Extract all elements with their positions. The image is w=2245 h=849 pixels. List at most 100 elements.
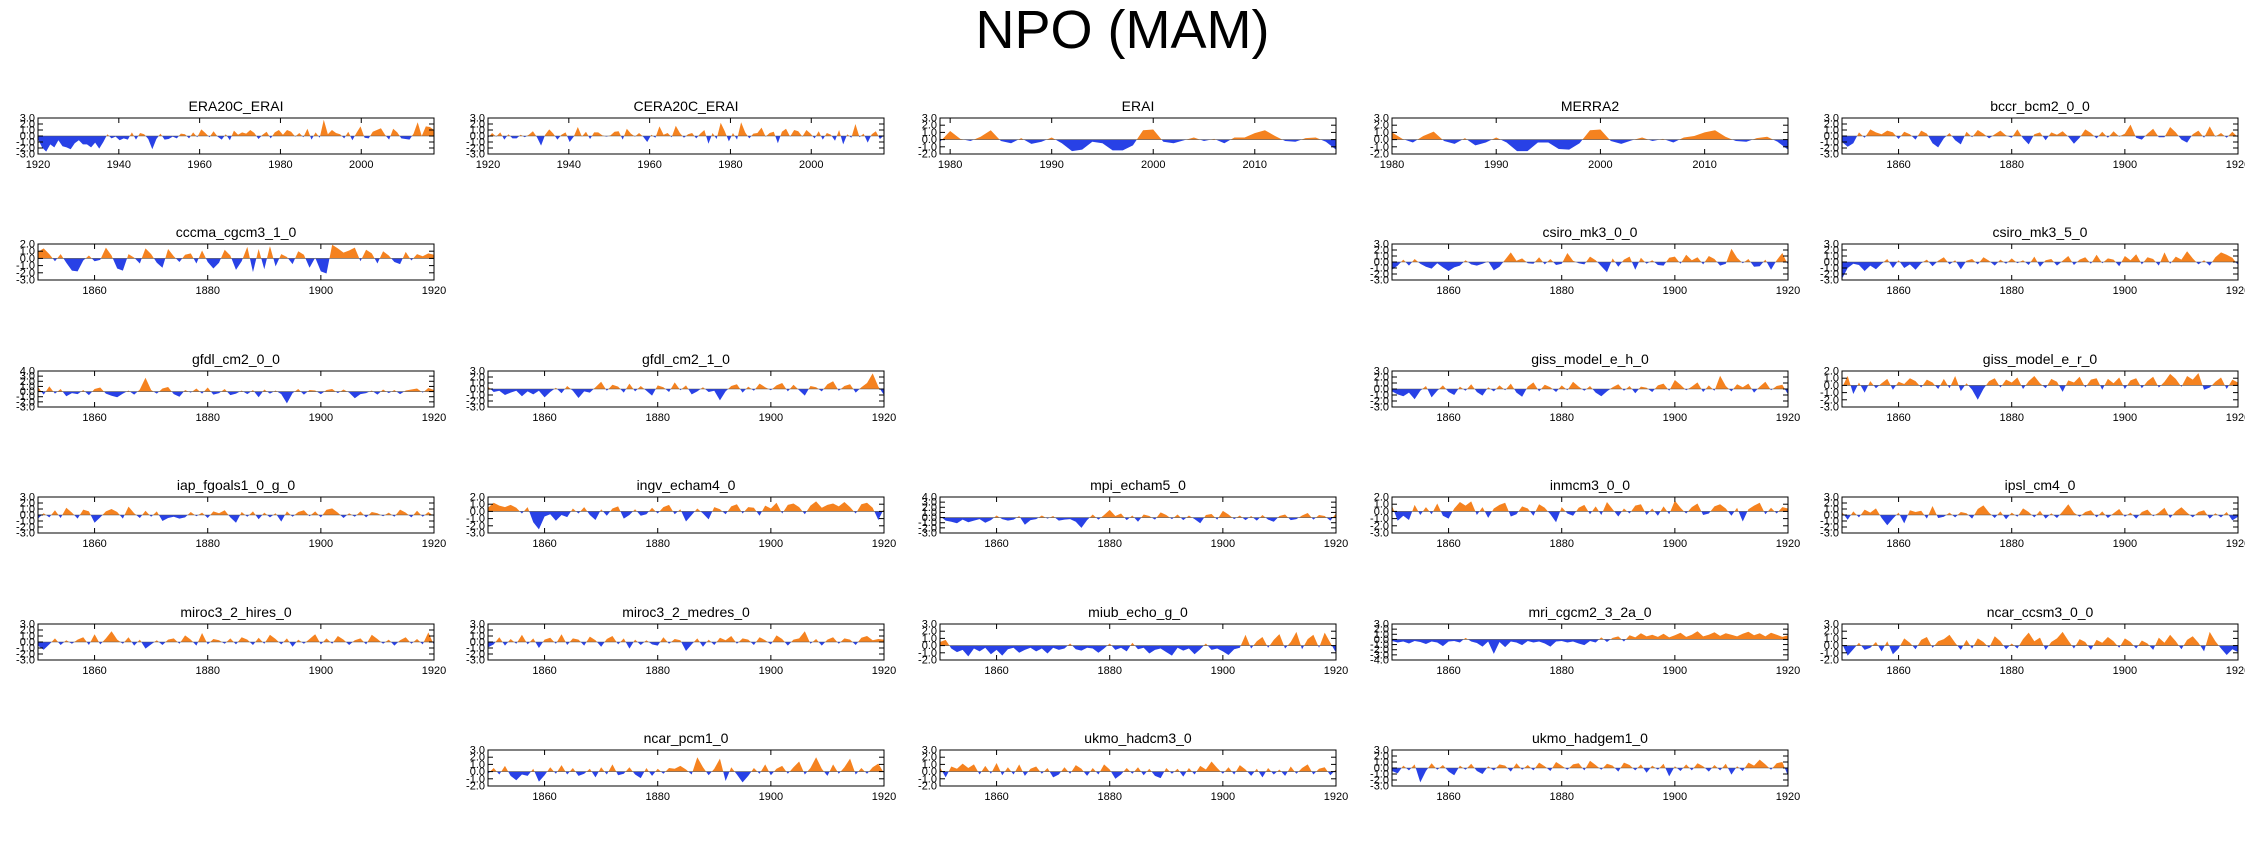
panel-title: ingv_echam4_0 bbox=[637, 477, 736, 493]
x-tick-label: 1900 bbox=[2113, 159, 2137, 171]
panel-title: ukmo_hadgem1_0 bbox=[1532, 730, 1648, 746]
y-tick-label: 0.0 bbox=[1824, 257, 1839, 269]
x-tick-label: 1900 bbox=[1211, 665, 1235, 677]
x-tick-label: 1860 bbox=[82, 285, 106, 297]
x-tick-label: 1990 bbox=[1039, 159, 1063, 171]
y-tick-label: 3.0 bbox=[1374, 113, 1389, 125]
panel-title: giss_model_e_r_0 bbox=[1983, 351, 2098, 367]
x-tick-label: 1900 bbox=[309, 538, 333, 550]
x-tick-label: 1900 bbox=[2113, 412, 2137, 424]
x-tick-label: 1920 bbox=[2226, 285, 2245, 297]
plot-frame bbox=[1391, 623, 1789, 661]
y-tick-label: 2.0 bbox=[470, 372, 485, 384]
y-tick-label: 0.0 bbox=[922, 766, 937, 778]
y-tick-label: 3.0 bbox=[1824, 619, 1839, 631]
panel-mri-cgcm2-3-2a-0: mri_cgcm2_3_2a_0 3.02.01.00.0-1.0-2.0-3.0… bbox=[1370, 604, 1800, 677]
panel-title: mpi_echam5_0 bbox=[1090, 477, 1186, 493]
y-tick-label: 1.0 bbox=[1824, 251, 1839, 263]
x-tick-label: 1920 bbox=[422, 665, 446, 677]
y-tick-label: 3.0 bbox=[922, 113, 937, 125]
panel-miroc3-2-medres-0: miroc3_2_medres_0 3.02.01.00.0-1.0-2.0-3.… bbox=[466, 604, 896, 677]
negative-area bbox=[1392, 639, 1626, 654]
x-tick-label: 1860 bbox=[1436, 538, 1460, 550]
y-tick-label: 2.0 bbox=[1824, 366, 1839, 378]
x-tick-label: 1920 bbox=[1776, 665, 1800, 677]
x-tick-label: 1920 bbox=[1776, 412, 1800, 424]
y-tick-label: 1.0 bbox=[1374, 378, 1389, 390]
x-tick-label: 1880 bbox=[1999, 538, 2023, 550]
positive-area bbox=[1842, 631, 2219, 646]
negative-area bbox=[519, 511, 883, 530]
x-tick-label: 1860 bbox=[82, 538, 106, 550]
y-tick-label: 3.0 bbox=[1824, 492, 1839, 504]
x-tick-label: 1880 bbox=[1549, 285, 1573, 297]
y-tick-label: 1.0 bbox=[470, 499, 485, 511]
x-tick-label: 1880 bbox=[195, 412, 219, 424]
x-tick-label: 1920 bbox=[1776, 285, 1800, 297]
panel-gfdl-cm2-0-0: gfdl_cm2_0_0 4.03.02.01.00.0-1.0-2.0-3.0 1… bbox=[16, 351, 446, 424]
y-tick-label: -1.0 bbox=[1820, 387, 1839, 399]
panel-title: bccr_bcm2_0_0 bbox=[1990, 98, 2090, 114]
y-tick-label: 1.0 bbox=[20, 381, 35, 393]
negative-area bbox=[1843, 645, 2238, 656]
panel-title: miub_echo_g_0 bbox=[1088, 604, 1188, 620]
x-tick-label: 1880 bbox=[1097, 538, 1121, 550]
y-tick-label: 1.0 bbox=[1824, 633, 1839, 645]
y-tick-label: 2.0 bbox=[1374, 120, 1389, 132]
panel-title: ERAI bbox=[1122, 98, 1155, 114]
x-tick-label: 1920 bbox=[872, 791, 896, 803]
negative-area bbox=[1844, 515, 2238, 526]
panel-title: cccma_cgcm3_1_0 bbox=[176, 224, 297, 240]
y-tick-label: -2.0 bbox=[16, 143, 35, 155]
y-tick-label: -4.0 bbox=[1370, 655, 1389, 667]
y-tick-label: 2.0 bbox=[20, 239, 35, 251]
positive-area bbox=[1843, 373, 2238, 386]
y-tick-label: -2.0 bbox=[1820, 269, 1839, 281]
x-tick-label: 1880 bbox=[195, 285, 219, 297]
y-tick-label: 2.0 bbox=[922, 502, 937, 514]
plot-frame bbox=[1841, 623, 2239, 661]
y-tick-label: 0.0 bbox=[1824, 380, 1839, 392]
y-tick-label: 2.0 bbox=[1374, 751, 1389, 763]
y-tick-label: 0.0 bbox=[1824, 510, 1839, 522]
y-tick-label: 0.0 bbox=[1374, 384, 1389, 396]
panel-bccr-bcm2-0-0: bccr_bcm2_0_0 3.02.01.00.0-1.0-2.0-3.0 186… bbox=[1820, 98, 2245, 171]
x-tick-label: 1920 bbox=[1776, 791, 1800, 803]
y-tick-label: 1.0 bbox=[470, 759, 485, 771]
plot-frame bbox=[1391, 496, 1789, 534]
y-tick-label: -3.0 bbox=[16, 528, 35, 540]
panel-title: ncar_ccsm3_0_0 bbox=[1987, 604, 2094, 620]
y-tick-label: 0.0 bbox=[1374, 134, 1389, 146]
positive-area bbox=[1392, 129, 1774, 140]
panel-title: CERA20C_ERAI bbox=[633, 98, 738, 114]
y-tick-label: 4.0 bbox=[922, 492, 937, 504]
x-tick-label: 1860 bbox=[532, 665, 556, 677]
x-tick-label: 1900 bbox=[309, 412, 333, 424]
x-tick-label: 1880 bbox=[1549, 791, 1573, 803]
y-tick-label: -1.0 bbox=[466, 390, 485, 402]
panel-giss-model-e-h-0: giss_model_e_h_0 3.02.01.00.0-1.0-2.0-3.0… bbox=[1370, 351, 1800, 424]
y-tick-label: 0.0 bbox=[20, 253, 35, 265]
y-tick-label: 0.0 bbox=[1824, 131, 1839, 143]
y-tick-label: -2.0 bbox=[16, 267, 35, 279]
y-tick-label: 0.0 bbox=[1374, 634, 1389, 646]
panel-title: csiro_mk3_0_0 bbox=[1543, 224, 1638, 240]
positive-area bbox=[38, 244, 434, 259]
x-tick-label: 2000 bbox=[799, 159, 823, 171]
positive-area bbox=[940, 761, 1336, 772]
positive-area bbox=[1401, 248, 1787, 262]
panel-title: gfdl_cm2_0_0 bbox=[192, 351, 280, 367]
panel-title: mri_cgcm2_3_2a_0 bbox=[1529, 604, 1652, 620]
y-tick-label: 0.0 bbox=[1374, 763, 1389, 775]
x-tick-label: 1880 bbox=[645, 665, 669, 677]
y-tick-label: 3.0 bbox=[20, 113, 35, 125]
y-tick-label: 0.0 bbox=[470, 766, 485, 778]
panel-csiro-mk3-0-0: csiro_mk3_0_0 3.02.01.00.0-1.0-2.0-3.0 186… bbox=[1370, 224, 1800, 297]
x-tick-label: 1900 bbox=[2113, 665, 2137, 677]
y-tick-label: 2.0 bbox=[20, 498, 35, 510]
y-tick-label: -3.0 bbox=[16, 149, 35, 161]
y-tick-label: 3.0 bbox=[1374, 619, 1389, 631]
positive-area bbox=[495, 631, 884, 642]
